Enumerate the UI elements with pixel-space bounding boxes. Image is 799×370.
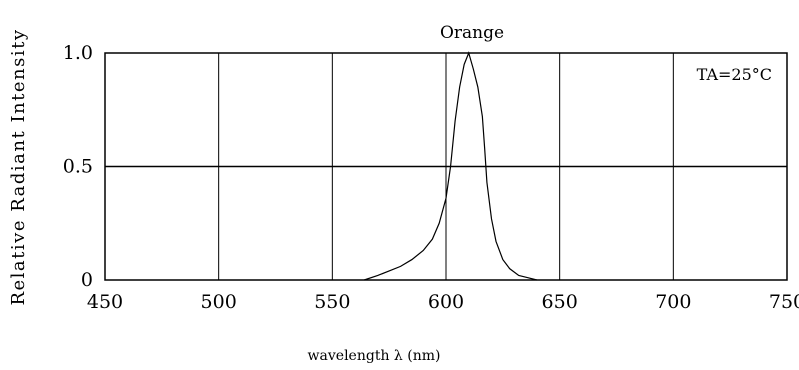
x-tick-label: 550 [314,291,350,313]
y-tick-label: 0 [81,269,93,291]
y-tick-label: 1.0 [63,42,93,64]
y-axis-label: Relative Radiant Intensity [8,28,29,305]
temperature-annotation: TA=25°C [697,65,772,84]
x-tick-labels: 450 500 550 600 650 700 750 [87,291,799,313]
x-tick-label: 600 [428,291,464,313]
x-tick-label: 750 [769,291,799,313]
x-tick-label: 450 [87,291,123,313]
grid-lines [105,53,787,280]
x-tick-label: 500 [201,291,237,313]
x-axis-label: wavelength λ (nm) [308,348,441,364]
y-tick-labels: 0 0.5 1.0 [63,42,93,291]
x-tick-label: 700 [655,291,691,313]
plot-frame [104,52,788,281]
chart-title: Orange [440,23,504,43]
y-tick-label: 0.5 [63,156,93,178]
series-line-orange [363,51,538,281]
x-tick-label: 650 [542,291,578,313]
